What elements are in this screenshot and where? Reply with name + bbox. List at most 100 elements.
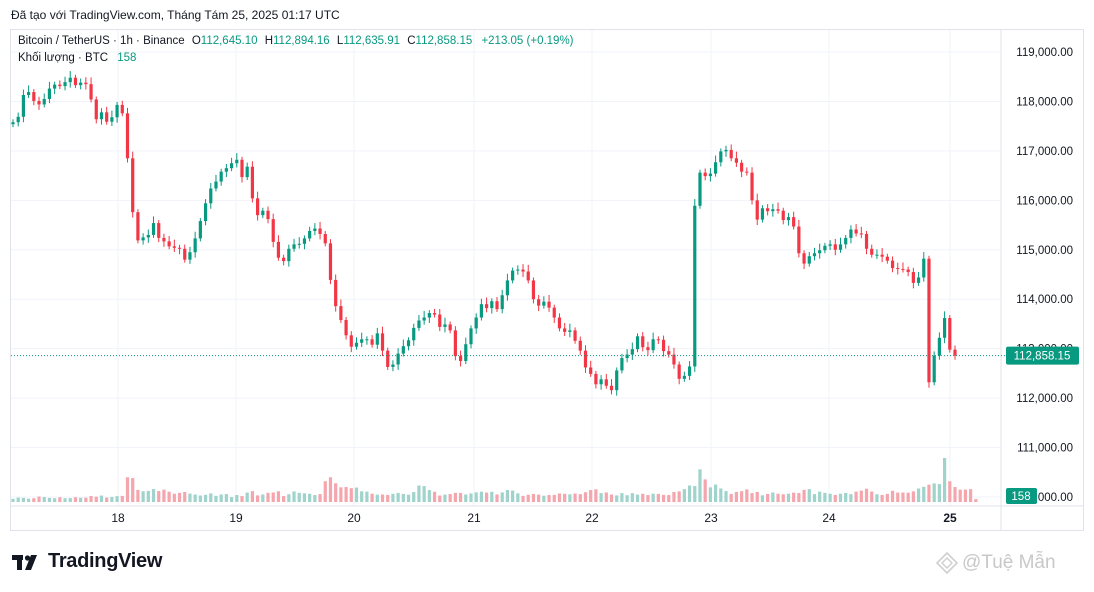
candle-body xyxy=(328,243,333,280)
volume-bar xyxy=(203,494,208,502)
candle-body xyxy=(802,253,806,264)
candle-body xyxy=(661,339,666,352)
volume-bar xyxy=(703,479,707,502)
y-axis-tick-label: 116,000.00 xyxy=(1016,195,1073,207)
volume-bar xyxy=(672,492,676,502)
candle-body xyxy=(375,333,379,345)
volume-bar xyxy=(282,496,286,502)
candle-body xyxy=(771,209,775,212)
candle-body xyxy=(734,158,739,163)
volume-bar xyxy=(438,495,442,502)
current-price-badge xyxy=(1006,346,1079,365)
volume-bar xyxy=(563,493,567,502)
volume-bar xyxy=(198,495,202,502)
volume-bar xyxy=(302,493,307,502)
volume-bar xyxy=(724,491,728,502)
candle-body xyxy=(932,355,936,383)
volume-bar xyxy=(214,495,218,502)
candle-body xyxy=(838,244,843,250)
candle-body xyxy=(604,379,608,386)
chart-frame[interactable] xyxy=(10,29,1084,531)
candle-body xyxy=(188,252,192,260)
y-axis-tick-label: 118,000.00 xyxy=(1016,96,1073,108)
candle-body xyxy=(646,347,650,351)
candle-body xyxy=(526,271,530,281)
candle-body xyxy=(724,149,728,152)
volume-bar xyxy=(354,487,359,502)
volume-bar xyxy=(812,494,817,502)
candle-body xyxy=(224,168,228,172)
candle-body xyxy=(583,350,588,368)
volume-bar xyxy=(937,484,941,502)
volume-label[interactable]: Khối lượng · BTC xyxy=(18,52,109,64)
volume-bar xyxy=(391,493,395,502)
volume-bar xyxy=(844,492,848,502)
volume-bar xyxy=(911,491,915,502)
volume-bar xyxy=(245,492,249,502)
volume-bar xyxy=(141,491,145,502)
candle-body xyxy=(308,230,312,239)
candle-body xyxy=(776,209,780,211)
volume-bar xyxy=(313,495,317,502)
x-axis-tick-label: 22 xyxy=(585,511,599,525)
candle-body xyxy=(844,237,848,245)
symbol-label[interactable]: Bitcoin / TetherUS · 1h · Binance xyxy=(18,35,185,47)
candle-body xyxy=(73,77,78,86)
chart-attribution: Đã tạo với TradingView.com, Tháng Tám 25… xyxy=(11,8,340,22)
volume-bar xyxy=(495,494,499,502)
candle-body xyxy=(922,258,926,278)
candle-body xyxy=(656,339,660,341)
volume-bar xyxy=(807,489,811,502)
volume-bar xyxy=(162,489,166,502)
candle-body xyxy=(766,208,770,212)
volume-bar xyxy=(99,495,104,502)
candle-body xyxy=(547,301,551,308)
candle-body xyxy=(916,277,921,283)
candle-body xyxy=(682,375,686,379)
volume-bar xyxy=(667,495,671,502)
candle-body xyxy=(453,330,457,357)
candle-body xyxy=(256,198,260,216)
volume-bar xyxy=(958,489,962,502)
candle-body xyxy=(63,82,67,87)
tradingview-logo[interactable]: TradingView xyxy=(12,550,162,573)
candle-body xyxy=(323,233,327,244)
volume-bar xyxy=(589,490,593,502)
volume-bar xyxy=(16,497,20,502)
candle-body xyxy=(162,237,166,242)
candle-body xyxy=(271,219,275,242)
volume-bar xyxy=(235,495,239,502)
candle-body xyxy=(94,99,98,120)
volume-bar xyxy=(443,494,447,502)
candle-body xyxy=(79,82,83,86)
candle-body xyxy=(672,354,676,365)
volume-bar xyxy=(318,494,322,502)
candle-body xyxy=(833,244,837,250)
candle-body xyxy=(177,247,182,249)
candle-body xyxy=(521,269,525,272)
candle-body xyxy=(27,92,31,96)
candle-body xyxy=(537,299,541,306)
candle-body xyxy=(599,379,603,385)
volume-bar xyxy=(167,491,171,502)
candle-body xyxy=(479,304,483,318)
candle-body xyxy=(380,333,385,351)
candle-body xyxy=(880,254,884,257)
candle-body xyxy=(37,100,41,105)
volume-bar xyxy=(406,494,411,502)
volume-bar xyxy=(854,491,858,502)
candle-body xyxy=(667,351,671,355)
candle-body xyxy=(432,313,437,315)
volume-bar xyxy=(53,498,57,502)
candle-body xyxy=(927,258,931,383)
volume-bar xyxy=(547,495,551,502)
candle-body xyxy=(21,95,26,117)
candle-body xyxy=(151,223,156,235)
volume-bar xyxy=(823,492,827,502)
candle-body xyxy=(490,301,494,309)
candle-body xyxy=(417,320,421,328)
volume-bar xyxy=(110,496,114,502)
volume-bar xyxy=(183,491,187,502)
volume-bar xyxy=(323,481,327,502)
